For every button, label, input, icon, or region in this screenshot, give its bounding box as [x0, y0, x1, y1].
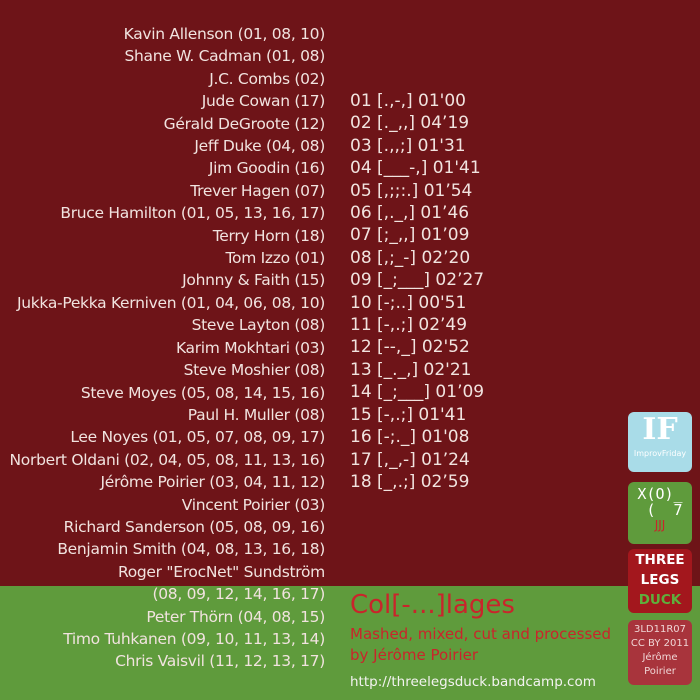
credit-line: Richard Sanderson (05, 08, 09, 16): [63, 517, 326, 536]
label-line-3: DUCK: [638, 592, 682, 608]
track-item: 02 [._,,] 04’19: [350, 113, 470, 134]
album-subtitle: Mashed, mixed, cut and processed: [350, 625, 612, 643]
license: CC BY 2011: [630, 638, 690, 649]
track-item: 09 [_;___] 02’27: [350, 270, 485, 291]
tracklist: 01 [.,-,] 01'00 02 [._,,] 04’19 03 [.,,;] …: [350, 90, 484, 493]
credit-line: Karim Mokhtari (03): [175, 338, 325, 357]
credit-line: Peter Thörn (04, 08, 15): [146, 607, 325, 626]
track-item: 10 [-;..] 00'51: [350, 292, 467, 313]
credit-line: (08, 09, 12, 14, 16, 17): [152, 585, 325, 604]
credit-line: Timo Tuhkanen (09, 10, 11, 13, 14): [63, 629, 325, 648]
credit-line: Jude Cowan (17): [201, 92, 326, 111]
improvfriday-label: ImprovFriday: [633, 449, 687, 458]
catalog-code: 3LD11R07: [633, 624, 687, 635]
credit-line: Trever Hagen (07): [190, 181, 325, 200]
credit-line: Terry Horn (18): [212, 226, 326, 245]
track-item: 05 [,;;:.] 01’54: [350, 180, 473, 201]
credit-line: Benjamin Smith (04, 08, 13, 16, 18): [57, 540, 325, 559]
track-item: 18 [_,.;] 02’59: [350, 471, 470, 492]
credit-line: Jeff Duke (04, 08): [194, 137, 325, 156]
track-item: 11 [-,.;] 02’49: [350, 315, 468, 336]
credit-line: Shane W. Cadman (01, 08): [124, 47, 325, 66]
track-item: 12 [--,_] 02'52: [350, 337, 470, 358]
label-line-2: LEGS: [640, 572, 680, 588]
artist-first-name: Jérôme: [642, 652, 678, 663]
credit-line: Bruce Hamilton (01, 05, 13, 16, 17): [60, 204, 325, 223]
track-item: 04 [___-,] 01'41: [350, 158, 481, 179]
improvfriday-logo: IF ImprovFriday: [628, 412, 692, 472]
credit-line: Johnny & Faith (15): [182, 271, 325, 290]
track-item: 03 [.,,;] 01'31: [350, 135, 466, 156]
catalog-badge: 3LD11R07 CC BY 2011 Jérôme Poirier: [628, 620, 692, 685]
duck-ascii-logo: X(O)_ ( 7 JJJ: [628, 482, 692, 544]
track-item: 01 [.,-,] 01'00: [350, 91, 466, 111]
credit-line: Lee Noyes (01, 05, 07, 08, 09, 17): [70, 428, 325, 447]
credit-line: Paul H. Muller (08): [187, 405, 326, 424]
credit-line: Kavin Allenson (01, 08, 10): [123, 25, 326, 43]
credit-line: Steve Moyes (05, 08, 14, 15, 16): [80, 383, 325, 402]
credit-line: Jim Goodin (16): [208, 159, 325, 178]
credit-line: Steve Moshier (08): [183, 361, 326, 380]
bandcamp-link[interactable]: http://threelegsduck.bandcamp.com: [350, 674, 596, 690]
if-logo-mark: IF: [642, 412, 678, 447]
three-legs-duck-logo: THREE LEGS DUCK: [628, 549, 692, 613]
credit-line: Roger "ErocNet" Sundström: [117, 562, 325, 581]
credit-line: Tom Izzo (01): [225, 249, 325, 268]
track-item: 13 [_._,] 02'21: [350, 359, 472, 380]
album-byline: by Jérôme Poirier: [350, 646, 479, 664]
track-item: 14 [_;___] 01’09: [350, 382, 485, 403]
track-item: 08 [,;_-] 02’20: [350, 247, 471, 268]
duck-face-icon: X(O)_ ( 7: [637, 485, 683, 519]
credit-line: Chris Vaisvil (11, 12, 13, 17): [115, 652, 325, 671]
label-line-1: THREE: [635, 552, 685, 568]
artist-last-name: Poirier: [644, 666, 676, 677]
green-band: [0, 586, 700, 700]
duck-feet-icon: JJJ: [654, 518, 666, 532]
track-item: 17 [,_,-] 01’24: [350, 449, 470, 470]
credit-line: Jérôme Poirier (03, 04, 11, 12): [100, 473, 325, 492]
credit-line: Jukka-Pekka Kerniven (01, 04, 06, 08, 10…: [16, 293, 325, 312]
album-title: Col[-...]lages: [350, 590, 515, 620]
track-item: 16 [-;._] 01'08: [350, 427, 470, 448]
credit-line: J.C. Combs (02): [209, 69, 325, 88]
credit-line: Norbert Oldani (02, 04, 05, 08, 11, 13, …: [9, 450, 326, 469]
credits-list: Kavin Allenson (01, 08, 10) Shane W. Cadm…: [9, 23, 326, 673]
track-item: 06 [,._,] 01’46: [350, 203, 470, 224]
credit-line: Steve Layton (08): [191, 316, 326, 335]
track-item: 07 [;_,,] 01’09: [350, 225, 470, 246]
track-item: 15 [-,.;] 01'41: [350, 404, 467, 425]
credit-line: Gérald DeGroote (12): [163, 114, 326, 133]
credit-line: Vincent Poirier (03): [181, 495, 326, 514]
